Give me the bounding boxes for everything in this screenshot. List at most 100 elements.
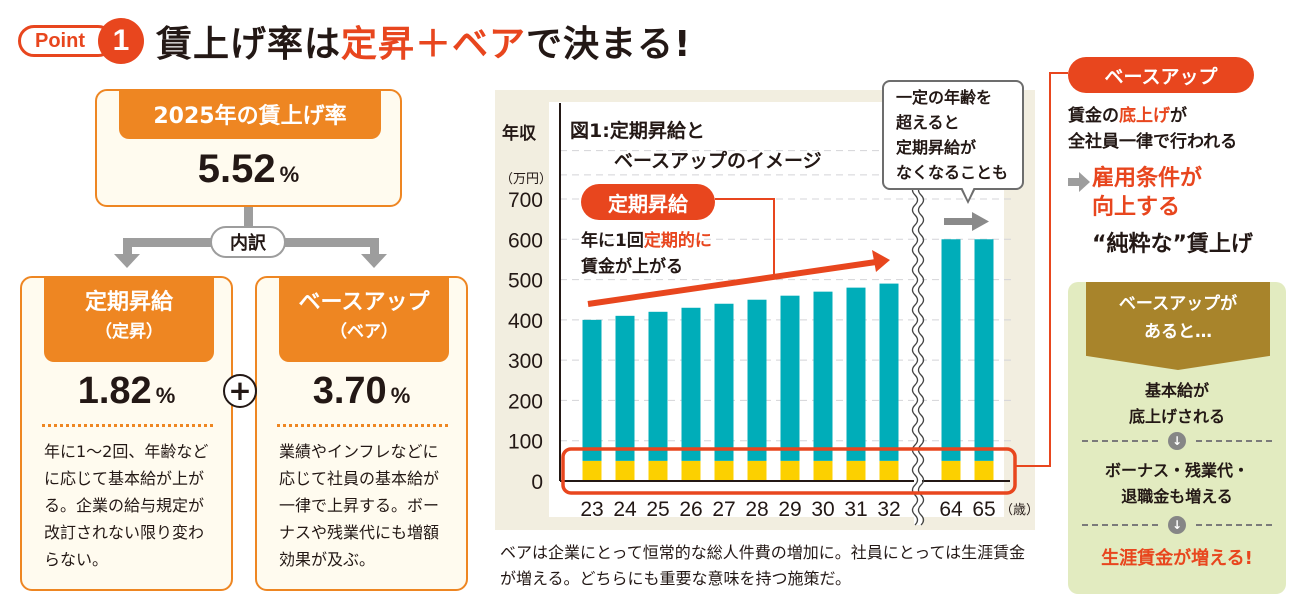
bar-base-up-65 <box>974 460 994 481</box>
y-tick-label: 500 <box>508 270 543 293</box>
dashed-line <box>1196 524 1272 526</box>
desc-text: 賃金の <box>1068 106 1119 126</box>
x-tick-label: 64 <box>939 498 963 521</box>
effect-item: ボーナス・残業代・ 退職金も増える <box>1068 458 1286 510</box>
regular-raise-connector-line <box>715 198 775 275</box>
axis-break-line <box>917 174 925 526</box>
dashed-line <box>1082 440 1158 442</box>
annotation-highlight: 定期的に <box>643 231 712 251</box>
callout-line: 超えると <box>896 113 960 132</box>
y-tick-label: 600 <box>508 229 543 252</box>
x-tick-label: 31 <box>844 498 867 521</box>
callout-line: 定期昇給が <box>896 138 977 157</box>
callout-tail-fill <box>962 187 974 200</box>
plus-icon: + <box>223 374 257 408</box>
percent-sign: % <box>279 162 300 187</box>
desc-text: が <box>1170 106 1187 126</box>
x-tick-label: 30 <box>811 498 834 521</box>
dotted-divider <box>42 424 213 427</box>
bar-regular-raise-27 <box>714 303 734 461</box>
y-axis-label: 年収 <box>502 124 536 144</box>
effect-separator: ↓ <box>1082 516 1272 534</box>
chart-caption: ベアは企業にとって恒常的な総人件費の増加に。社員にとっては生涯賃金が増える。どち… <box>500 543 1026 588</box>
callout-line: 一定の年齢を <box>896 88 993 107</box>
annotation-text: 賃金が上がる <box>581 257 683 277</box>
desc-text: 全社員一律で行われる <box>1068 132 1238 152</box>
bar-regular-raise-65 <box>974 239 994 461</box>
component-label: 定期昇給 （定昇） <box>44 276 214 362</box>
total-rate-value: 5.52% <box>97 147 400 192</box>
x-tick-label: 28 <box>745 498 768 521</box>
arrow-right-icon <box>1068 172 1090 192</box>
component-title: 定期昇給 <box>84 290 173 315</box>
regular-raise-box: 定期昇給 （定昇） 1.82% 年に1～2回、年齢などに応じて基本給が上がる。企… <box>20 276 233 591</box>
bar-base-up-29 <box>780 460 800 481</box>
base-up-box: ベースアップ （ベア） 3.70% 業績やインフレなどに応じて社員の基本給が一律… <box>255 276 468 591</box>
effect-item: 基本給が 底上げされる <box>1068 378 1286 430</box>
component-value: 1.82% <box>22 370 231 413</box>
bar-base-up-31 <box>846 460 866 481</box>
bar-regular-raise-30 <box>813 291 833 461</box>
base-up-description: 賃金の底上げが 全社員一律で行われる <box>1068 103 1237 155</box>
annotation-text: 年に1回 <box>581 231 644 251</box>
heading-line: あると… <box>1144 322 1212 342</box>
x-axis-unit: （歳） <box>1000 503 1039 518</box>
y-tick-label: 700 <box>508 189 543 212</box>
effect-line: 底上げされる <box>1128 407 1225 426</box>
component-subtitle: （ベア） <box>330 322 398 342</box>
callout-line: なくなることも <box>896 163 1009 182</box>
y-axis-unit: （万円） <box>500 172 553 187</box>
y-tick-label: 300 <box>508 350 543 373</box>
bar-regular-raise-23 <box>582 319 602 461</box>
bar-base-up-23 <box>582 460 602 481</box>
effects-heading: ベースアップが あると… <box>1086 282 1270 370</box>
trend-arrow-head <box>872 250 890 272</box>
trend-arrow-line <box>587 259 877 307</box>
component-description: 年に1～2回、年齢などに応じて基本給が上がる。企業の給与規定が改訂されない限り変… <box>44 442 209 569</box>
base-up-effects-box: ベースアップが あると… 基本給が 底上げされる ↓ ボーナス・残業代・ 退職金… <box>1068 282 1286 594</box>
result-line: 向上する <box>1092 195 1181 220</box>
chart-title-line1: 図1:定期昇給と <box>570 120 705 142</box>
regular-raise-annotation-label: 定期昇給 <box>581 184 715 220</box>
base-up-result: 雇用条件が 向上する <box>1092 164 1202 222</box>
base-up-connector-line <box>1015 72 1068 467</box>
x-tick-label: 23 <box>580 498 603 521</box>
x-tick-label: 65 <box>972 498 995 521</box>
bar-base-up-30 <box>813 460 833 481</box>
plateau-arrow-head <box>972 212 989 231</box>
age-limit-callout: 一定の年齢を 超えると 定期昇給が なくなることも <box>882 80 1024 190</box>
total-rate-label: 2025年の賃上げ率 <box>119 89 381 139</box>
x-tick-label: 25 <box>646 498 669 521</box>
axis-break-line <box>911 174 919 526</box>
effect-final: 生涯賃金が増える! <box>1101 548 1253 569</box>
bar-regular-raise-24 <box>615 315 635 461</box>
y-tick-label: 0 <box>531 471 543 494</box>
arrow-down-icon <box>114 254 140 268</box>
y-tick-label: 100 <box>508 431 543 454</box>
bar-base-up-24 <box>615 460 635 481</box>
breakdown-label: 内訳 <box>210 226 286 258</box>
bar-regular-raise-29 <box>780 295 800 461</box>
bar-regular-raise-26 <box>681 307 701 461</box>
regular-raise-annotation-text: 年に1回定期的に 賃金が上がる <box>581 228 712 280</box>
base-up-highlight-box <box>561 447 1017 495</box>
effect-separator: ↓ <box>1082 432 1272 450</box>
percent-sign: % <box>155 383 176 408</box>
tree-connector-right <box>370 238 379 256</box>
plateau-arrow-line <box>944 218 976 225</box>
bar-regular-raise-25 <box>648 311 668 461</box>
total-rate-number: 5.52 <box>197 147 276 191</box>
result-line: 雇用条件が <box>1092 166 1203 191</box>
dashed-line <box>1196 440 1272 442</box>
dashed-line <box>1082 524 1158 526</box>
x-tick-label: 26 <box>679 498 702 521</box>
x-tick-label: 24 <box>613 498 637 521</box>
bar-base-up-32 <box>879 460 899 481</box>
bar-base-up-25 <box>648 460 668 481</box>
component-subtitle: （定昇） <box>95 322 163 342</box>
component-title: ベースアップ <box>298 290 430 315</box>
desc-highlight: 底上げ <box>1119 106 1170 126</box>
base-up-label: ベースアップ <box>1068 57 1254 93</box>
component-number: 3.70 <box>312 370 387 412</box>
